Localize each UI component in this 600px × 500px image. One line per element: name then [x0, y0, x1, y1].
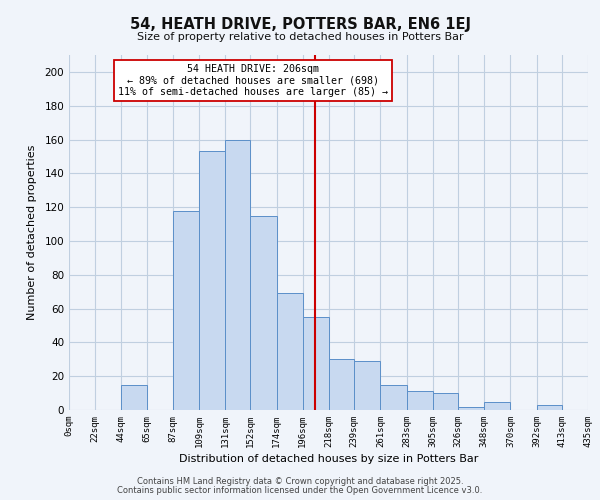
Bar	[458, 406, 484, 410]
Text: Contains public sector information licensed under the Open Government Licence v3: Contains public sector information licen…	[118, 486, 482, 495]
Bar	[277, 294, 303, 410]
Text: 54 HEATH DRIVE: 206sqm
← 89% of detached houses are smaller (698)
11% of semi-de: 54 HEATH DRIVE: 206sqm ← 89% of detached…	[118, 64, 388, 97]
Bar	[484, 402, 511, 410]
Bar	[354, 361, 380, 410]
Bar	[121, 384, 146, 410]
Bar	[536, 405, 562, 410]
Bar	[407, 392, 433, 410]
Bar	[380, 384, 407, 410]
Bar	[250, 216, 277, 410]
Bar	[433, 393, 458, 410]
Bar	[199, 152, 225, 410]
X-axis label: Distribution of detached houses by size in Potters Bar: Distribution of detached houses by size …	[179, 454, 478, 464]
Text: Contains HM Land Registry data © Crown copyright and database right 2025.: Contains HM Land Registry data © Crown c…	[137, 477, 463, 486]
Y-axis label: Number of detached properties: Number of detached properties	[28, 145, 37, 320]
Text: 54, HEATH DRIVE, POTTERS BAR, EN6 1EJ: 54, HEATH DRIVE, POTTERS BAR, EN6 1EJ	[130, 18, 470, 32]
Bar	[329, 360, 354, 410]
Bar	[225, 140, 250, 410]
Bar	[173, 210, 199, 410]
Bar	[303, 317, 329, 410]
Text: Size of property relative to detached houses in Potters Bar: Size of property relative to detached ho…	[137, 32, 463, 42]
